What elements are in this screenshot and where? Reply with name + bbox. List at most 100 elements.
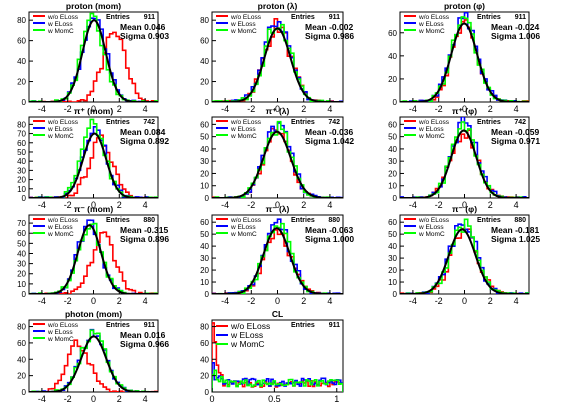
legend-label: w MomC (47, 133, 74, 140)
y-tick-label: 50 (17, 148, 26, 157)
stat-line: Mean 0.084 (120, 127, 166, 137)
x-tick-label: -4 (38, 394, 46, 404)
panel-title: π⁻ (λ) (266, 204, 290, 214)
legend-label: w MomC (47, 231, 74, 238)
x-tick-label: 0 (91, 394, 96, 404)
y-tick-label: 50 (388, 133, 397, 142)
stat-line: Mean 0.046 (120, 22, 166, 32)
y-tick-label: 40 (388, 242, 397, 251)
x-tick-label: 4 (143, 104, 148, 114)
x-tick-label: 2 (301, 104, 306, 114)
legend-label: w ELoss (47, 224, 73, 231)
fit-curve (212, 27, 343, 102)
y-tick-label: 0 (22, 388, 27, 397)
legend-label: w/o ELoss (418, 217, 450, 224)
entries-label: Entries (106, 322, 130, 329)
x-tick-label: 0 (275, 296, 280, 306)
y-tick-label: 30 (17, 166, 26, 175)
entries-label: Entries (477, 119, 501, 126)
panel-title: proton (φ) (444, 1, 485, 11)
x-tick-label: 4 (514, 104, 519, 114)
y-tick-label: 20 (17, 78, 26, 87)
fit-curve (29, 335, 158, 392)
stat-line: Sigma 1.000 (305, 234, 354, 244)
y-tick-label: 0 (22, 98, 27, 107)
y-tick-label: 20 (200, 372, 209, 381)
panel-title: proton (mom) (66, 1, 121, 11)
x-tick-label: -4 (221, 200, 229, 210)
x-tick-label: 2 (488, 200, 493, 210)
legend-label: w ELoss (47, 21, 73, 28)
stat-line: Mean -0.024 (491, 22, 539, 32)
y-tick-label: 40 (200, 355, 209, 364)
y-tick-label: 80 (200, 323, 209, 332)
series-2 (400, 16, 529, 102)
y-tick-label: 60 (200, 218, 209, 227)
stat-line: Sigma 0.966 (120, 339, 169, 349)
y-tick-label: 0 (205, 290, 210, 299)
stat-line: Mean -0.059 (491, 127, 539, 137)
stat-line: Mean 0.016 (120, 330, 166, 340)
y-tick-label: 50 (200, 230, 209, 239)
legend-label: w/o ELoss (230, 119, 262, 126)
x-tick-label: 0 (275, 200, 280, 210)
x-tick-label: -4 (38, 296, 46, 306)
y-tick-label: 30 (388, 254, 397, 263)
y-tick-label: 50 (388, 230, 397, 239)
legend-label: w MomC (230, 28, 257, 35)
y-tick-label: 50 (17, 239, 26, 248)
y-tick-label: 0 (22, 194, 27, 203)
y-tick-label: 10 (17, 185, 26, 194)
y-tick-label: 10 (388, 182, 397, 191)
fit-curve (212, 227, 343, 294)
plot-frame (399, 11, 530, 103)
fit-curve (29, 19, 158, 102)
x-tick-label: 1 (334, 394, 339, 404)
y-tick-label: 0 (393, 98, 398, 107)
y-tick-label: 0 (393, 290, 398, 299)
entries-label: Entries (477, 14, 501, 21)
stat-line: Mean -0.315 (120, 225, 168, 235)
stat-line: Sigma 1.006 (491, 31, 540, 41)
y-tick-label: 0 (22, 290, 27, 299)
panel-title: π⁺ (φ) (452, 106, 477, 116)
y-tick-label: 80 (17, 323, 26, 332)
x-tick-label: 2 (301, 200, 306, 210)
y-tick-label: 60 (388, 120, 397, 129)
entries-label: Entries (291, 14, 315, 21)
entries-value: 911 (329, 14, 340, 21)
x-tick-label: -4 (409, 104, 417, 114)
entries-value: 742 (143, 119, 155, 126)
stat-line: Sigma 0.971 (491, 136, 540, 146)
legend-label: w ELoss (230, 330, 263, 340)
y-tick-label: 20 (200, 169, 209, 178)
x-tick-label: 0 (462, 104, 467, 114)
x-tick-label: -2 (64, 104, 72, 114)
entries-value: 880 (328, 217, 340, 224)
y-tick-label: 60 (17, 229, 26, 238)
y-tick-label: 40 (200, 145, 209, 154)
legend-label: w ELoss (418, 126, 444, 133)
x-tick-label: 0 (462, 200, 467, 210)
x-tick-label: 4 (327, 296, 332, 306)
y-tick-label: 20 (200, 266, 209, 275)
fit-curve (29, 132, 158, 198)
legend-label: w ELoss (418, 21, 444, 28)
y-tick-label: 60 (17, 37, 26, 46)
x-tick-label: 2 (488, 104, 493, 114)
panel-title: π⁻ (mom) (74, 204, 113, 214)
y-tick-label: 0 (205, 194, 210, 203)
legend-label: w MomC (47, 336, 74, 343)
stat-line: Sigma 0.903 (120, 31, 169, 41)
entries-label: Entries (291, 217, 315, 224)
y-tick-label: 40 (388, 52, 397, 61)
fit-curve (29, 224, 158, 294)
y-tick-label: 60 (388, 29, 397, 38)
